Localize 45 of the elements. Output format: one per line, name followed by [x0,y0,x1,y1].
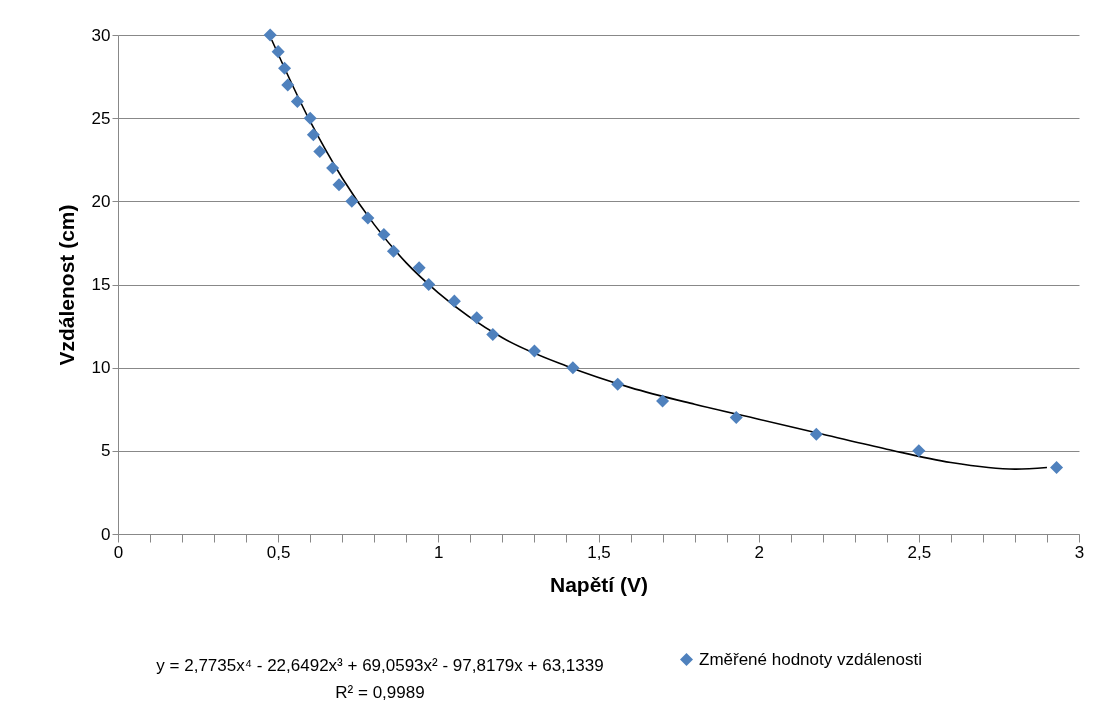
y-axis-title: Vzdálenost (cm) [54,204,78,366]
y-tick-label: 30 [91,25,111,45]
x-tick-label: 1,5 [587,542,611,562]
point [656,394,670,408]
point [809,427,823,441]
y-tick-label: 15 [91,275,111,294]
x-tick-label: 2,5 [907,542,932,562]
point [386,244,401,258]
point [278,61,292,75]
point [271,45,285,59]
text: y = 2,7735x⁴ - 22,6492x³ + 69,0593x² - 97,8179x + 63,1339 [155,655,605,677]
point [303,111,317,125]
point [361,211,375,225]
point [377,228,391,242]
point [290,95,304,109]
text: R² = 0,9989 [334,682,426,704]
x-tick-label: 2 [754,542,764,562]
point [263,28,277,42]
point [566,361,580,375]
x-tick-label: 1 [434,542,444,562]
y-tick-label: 5 [101,441,111,461]
x-axis-title: Napětí (V) [549,572,649,596]
point [447,294,461,308]
point [313,144,327,158]
point [422,277,436,292]
point [345,194,359,208]
legend-label: Změřené hodnoty vzdálenosti [699,649,923,669]
point [486,327,500,341]
point [326,161,340,175]
y-tick-label: 20 [91,191,111,211]
point [306,128,320,142]
point [332,178,346,192]
point [527,344,541,358]
point [281,78,295,92]
x-tick-label: 0,5 [266,542,291,562]
x-tick-label: 3 [1074,542,1085,562]
point [729,411,743,425]
point [1050,460,1064,474]
y-tick-label: 25 [91,108,111,128]
point [412,261,426,275]
y-tick-label: 0 [101,524,111,544]
point [470,311,484,325]
point [611,377,625,391]
y-tick-label: 10 [91,358,111,378]
point [912,444,926,458]
